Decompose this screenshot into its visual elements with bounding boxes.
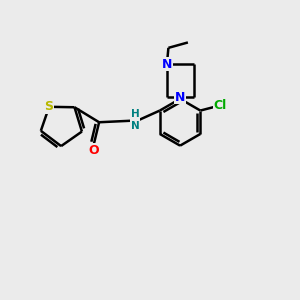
Text: N: N <box>162 58 172 71</box>
Text: O: O <box>88 144 99 157</box>
Text: H
N: H N <box>130 109 139 131</box>
Text: S: S <box>45 100 54 113</box>
Text: N: N <box>175 91 185 104</box>
Text: Cl: Cl <box>213 99 226 112</box>
